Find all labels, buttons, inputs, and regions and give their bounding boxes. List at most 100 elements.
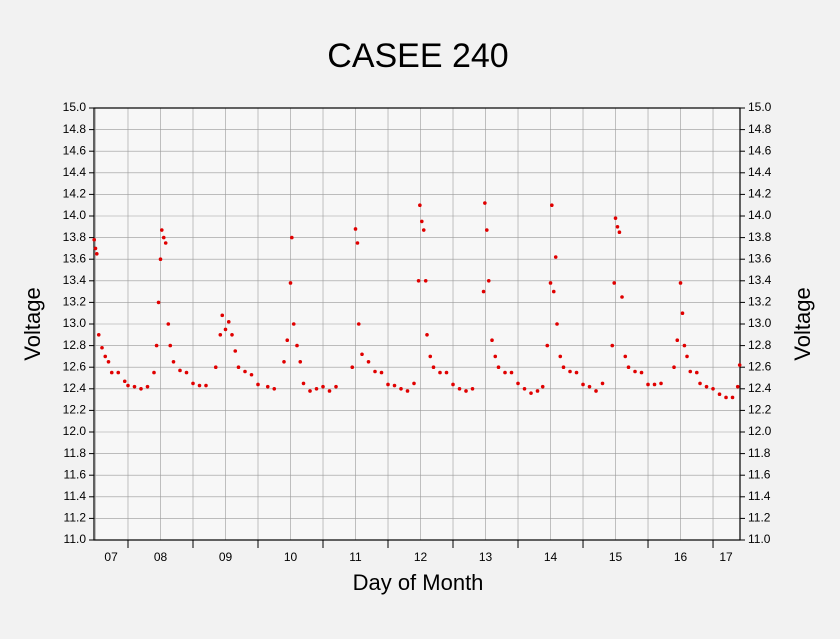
data-point	[298, 360, 303, 364]
y-tick-label: 13.0	[63, 316, 87, 330]
data-point	[197, 383, 202, 388]
data-point	[291, 322, 296, 326]
data-point	[457, 387, 462, 391]
data-point	[145, 384, 150, 389]
data-point	[735, 384, 740, 389]
data-point	[223, 327, 228, 332]
x-axis-label: Day of Month	[353, 570, 484, 595]
y2-tick-label: 12.4	[748, 381, 772, 395]
y-axis-label: Voltage	[20, 287, 45, 360]
data-point	[152, 370, 156, 375]
data-point	[282, 360, 286, 364]
y-tick-label: 13.8	[63, 230, 87, 244]
data-point	[444, 370, 449, 375]
data-point	[620, 295, 624, 299]
y2-tick-label: 12.8	[748, 338, 772, 352]
x-tick-label: 11	[349, 550, 362, 564]
data-point	[191, 381, 195, 386]
data-point	[93, 246, 98, 251]
data-point	[218, 333, 223, 337]
data-point	[166, 322, 171, 326]
data-point	[594, 389, 598, 393]
data-point	[116, 370, 121, 375]
data-point	[360, 352, 364, 357]
y-tick-label: 14.6	[63, 143, 87, 157]
y-tick-label: 14.8	[63, 122, 87, 136]
data-point	[623, 354, 628, 359]
y-tick-label: 13.4	[63, 273, 87, 287]
data-point	[423, 279, 428, 283]
data-point	[421, 228, 426, 232]
data-point	[366, 360, 371, 364]
data-point	[156, 300, 161, 305]
data-point	[154, 343, 159, 348]
data-point	[226, 320, 231, 324]
y-tick-label: 12.8	[63, 338, 87, 352]
y2-tick-label: 14.2	[748, 187, 772, 201]
data-point	[420, 219, 424, 224]
data-point	[272, 387, 277, 391]
y2-tick-label: 13.2	[748, 295, 772, 309]
x-tick-label: 08	[154, 550, 168, 564]
data-point	[483, 201, 487, 205]
data-point	[109, 370, 114, 375]
data-point	[717, 392, 722, 397]
y-tick-label: 15.0	[63, 100, 87, 114]
y2-tick-label: 12.6	[748, 359, 772, 373]
data-point	[612, 281, 617, 285]
data-point	[350, 365, 355, 370]
data-point	[171, 360, 176, 364]
data-point	[353, 227, 358, 231]
plot-frame	[93, 107, 741, 541]
data-point	[711, 387, 715, 391]
y2-tick-label: 13.4	[748, 273, 772, 287]
x-tick-label: 12	[414, 550, 428, 564]
data-point	[558, 354, 563, 359]
y-tick-label: 11.8	[64, 446, 87, 460]
data-point	[581, 382, 585, 387]
data-point	[587, 384, 592, 389]
data-point	[230, 333, 234, 337]
data-point	[334, 384, 338, 389]
data-point	[178, 368, 182, 373]
data-point	[314, 387, 319, 391]
data-point	[386, 382, 390, 387]
y-tick-label: 11.2	[64, 511, 87, 525]
data-point	[428, 354, 433, 359]
y-tick-label: 14.0	[63, 208, 87, 222]
data-point	[551, 289, 556, 294]
data-point	[682, 343, 687, 348]
data-point	[704, 384, 709, 389]
y2-tick-label: 13.8	[748, 230, 772, 244]
x-tick-label: 09	[219, 550, 233, 564]
x-tick-label: 16	[674, 550, 688, 564]
data-point	[451, 382, 455, 387]
data-point	[550, 203, 554, 207]
data-point	[220, 313, 225, 318]
y2-tick-label: 11.4	[748, 489, 771, 503]
data-point	[617, 230, 622, 234]
data-point	[545, 343, 550, 348]
data-point	[265, 384, 270, 389]
data-point	[555, 322, 559, 326]
chart-title: CASEE 240	[327, 37, 508, 75]
y-tick-label: 11.6	[64, 467, 87, 481]
data-point	[490, 338, 494, 343]
data-point	[356, 322, 361, 326]
y2-tick-label: 14.0	[748, 208, 772, 222]
data-point	[633, 369, 637, 374]
data-point	[610, 343, 615, 348]
data-point	[126, 383, 130, 388]
data-point	[509, 370, 514, 375]
data-point	[600, 381, 605, 386]
data-point	[295, 343, 299, 348]
data-point	[233, 349, 238, 353]
data-point	[680, 311, 685, 316]
data-point	[418, 203, 422, 207]
data-point	[425, 333, 429, 337]
y-tick-label: 12.4	[63, 381, 87, 395]
data-point	[694, 370, 699, 375]
data-point	[106, 360, 111, 364]
y-tick-label: 11.4	[64, 489, 87, 503]
data-point	[522, 387, 527, 391]
